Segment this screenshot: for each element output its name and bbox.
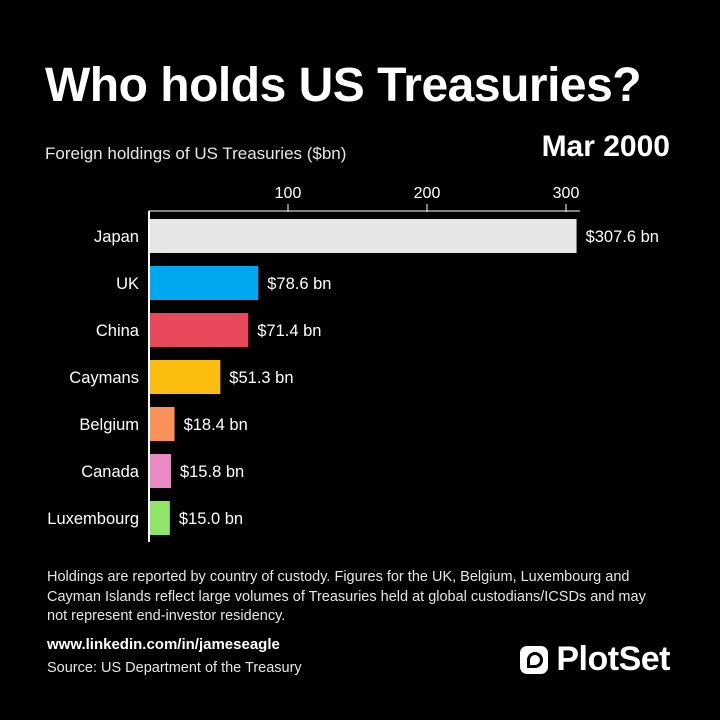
bar-chart: 100 200 300 Japan $307.6 bn UK $78.6 bn China $7…: [47, 185, 659, 542]
brand-logo: PlotSet: [520, 640, 670, 679]
bar: [149, 501, 170, 535]
x-tick-label: 100: [275, 185, 302, 202]
category-label: China: [96, 322, 140, 340]
chart-subtitle: Foreign holdings of US Treasuries ($bn): [45, 144, 347, 163]
bar: [149, 360, 221, 394]
date-label: Mar 2000: [541, 130, 670, 163]
value-label: $71.4 bn: [257, 322, 321, 340]
bar: [149, 313, 249, 347]
bar: [149, 454, 171, 488]
brand-name: PlotSet: [556, 640, 670, 678]
x-tick-label: 200: [414, 185, 441, 202]
category-label: Belgium: [79, 416, 139, 434]
value-label: $15.8 bn: [180, 463, 244, 481]
value-label: $18.4 bn: [184, 416, 248, 434]
footnote: Holdings are reported by country of cust…: [47, 569, 646, 624]
value-label: $307.6 bn: [586, 228, 659, 246]
source-note: Source: US Department of the Treasury: [47, 660, 302, 676]
category-label: Canada: [81, 463, 140, 481]
value-label: $51.3 bn: [229, 369, 293, 387]
bar: [149, 219, 577, 253]
category-label: Luxembourg: [47, 510, 139, 528]
value-label: $78.6 bn: [267, 275, 331, 293]
linkedin-link[interactable]: www.linkedin.com/in/jameseagle: [47, 636, 280, 653]
plotset-logo-icon: [520, 645, 549, 674]
category-label: Caymans: [69, 369, 139, 387]
value-label: $15.0 bn: [179, 510, 243, 528]
category-label: UK: [116, 275, 139, 293]
x-tick-label: 300: [553, 185, 580, 202]
bar: [149, 266, 259, 300]
chart-title: Who holds US Treasuries?: [45, 59, 642, 112]
category-label: Japan: [94, 228, 139, 246]
bar: [149, 407, 175, 441]
